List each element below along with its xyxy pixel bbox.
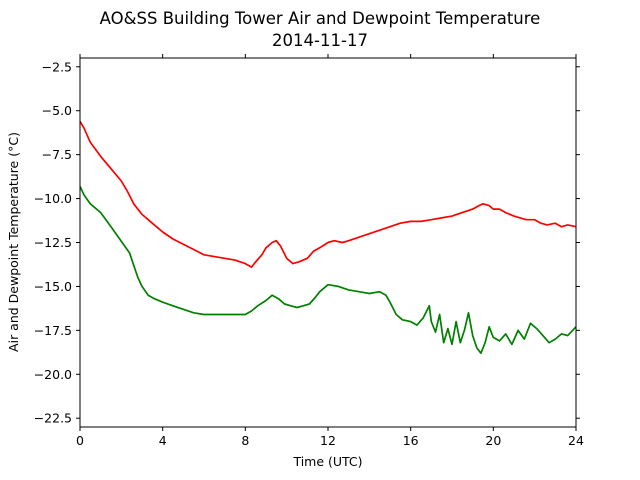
chart-subtitle: 2014-11-17 [272,31,368,50]
series-line-1 [79,185,577,355]
y-tick-label: −7.5 [42,147,72,162]
y-tick-label: −12.5 [34,235,72,250]
series-line-0 [79,120,577,268]
x-tick-label: 4 [159,433,167,448]
x-tick-label: 24 [568,433,584,448]
y-tick-label: −20.0 [34,367,72,382]
y-tick-label: −22.5 [34,411,72,426]
x-tick-label: 16 [403,433,419,448]
x-tick-label: 20 [485,433,501,448]
x-tick-label: 12 [320,433,336,448]
y-axis-ticks: −22.5 −20.0 −17.5 −15.0 −12.5 −10.0 −7.5 −5.0 −2… [34,59,580,426]
chart-title: AO&SS Building Tower Air and Dewpoint Te… [100,9,541,28]
x-tick-label: 8 [241,433,249,448]
y-tick-label: −15.0 [34,279,72,294]
y-tick-label: −17.5 [34,323,72,338]
plot-frame [79,57,577,428]
y-tick-label: −10.0 [34,191,72,206]
y-tick-label: −5.0 [42,103,72,118]
y-tick-label: −2.5 [42,59,72,74]
y-axis-label: Air and Dewpoint Temperature (°C) [6,132,21,352]
x-axis-ticks: 0 4 8 12 16 20 24 [76,54,584,448]
x-axis-label: Time (UTC) [292,454,362,469]
x-tick-label: 0 [76,433,84,448]
plot-lines [79,120,577,355]
